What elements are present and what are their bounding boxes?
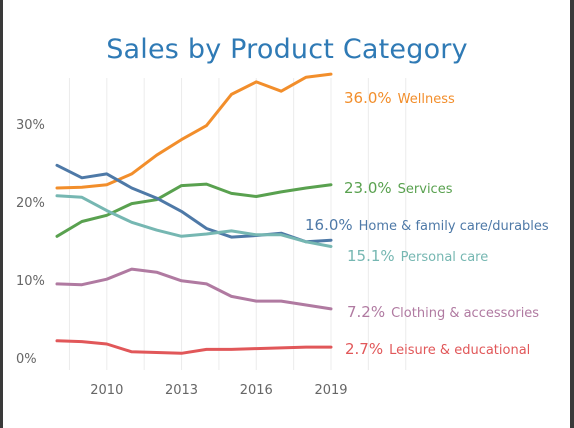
- end-label-4: 7.2% Clothing & accessories: [347, 303, 539, 321]
- series-line-4: [55, 267, 333, 311]
- window-right-edge: [570, 0, 574, 428]
- end-label-3: 15.1% Personal care: [347, 247, 488, 265]
- x-tick-label: 2010: [90, 383, 123, 398]
- end-label-value: 23.0%: [344, 179, 392, 197]
- series-line-1: [55, 182, 333, 238]
- end-label-name: Wellness: [398, 92, 455, 107]
- series-line-3: [55, 194, 333, 248]
- x-tick-label: 2013: [165, 383, 198, 398]
- end-label-0: 36.0% Wellness: [344, 89, 455, 107]
- end-label-value: 7.2%: [347, 303, 385, 321]
- series-line-2: [55, 163, 333, 244]
- y-tick-label: 20%: [16, 196, 45, 211]
- x-tick-label: 2019: [314, 383, 347, 398]
- end-label-value: 15.1%: [347, 247, 395, 265]
- window-left-edge: [0, 0, 3, 428]
- series-line-5: [55, 339, 333, 355]
- end-label-name: Clothing & accessories: [391, 306, 539, 321]
- y-tick-label: 30%: [16, 118, 45, 133]
- end-label-2: 16.0% Home & family care/durables: [305, 216, 549, 234]
- end-label-value: 36.0%: [344, 89, 392, 107]
- series-line-0: [55, 72, 333, 190]
- y-tick-label: 0%: [16, 352, 37, 367]
- x-axis: 2010 2013 2016 2019: [90, 383, 347, 398]
- end-label-1: 23.0% Services: [344, 179, 453, 197]
- end-label-name: Home & family care/durables: [359, 219, 549, 234]
- end-label-value: 2.7%: [345, 340, 383, 358]
- y-tick-label: 10%: [16, 274, 45, 289]
- end-label-name: Personal care: [401, 250, 489, 265]
- end-label-name: Services: [398, 182, 453, 197]
- series-end-labels: 36.0% Wellness 23.0% Services 16.0% Home & fa…: [305, 89, 549, 358]
- end-label-value: 16.0%: [305, 216, 353, 234]
- gridlines: [68, 78, 407, 370]
- end-label-5: 2.7% Leisure & educational: [345, 340, 530, 358]
- y-axis: 0% 10% 20% 30%: [16, 118, 45, 367]
- x-tick-label: 2016: [240, 383, 273, 398]
- chart-title: Sales by Product Category: [106, 34, 468, 65]
- series-lines: [55, 72, 333, 355]
- end-label-name: Leisure & educational: [389, 343, 530, 358]
